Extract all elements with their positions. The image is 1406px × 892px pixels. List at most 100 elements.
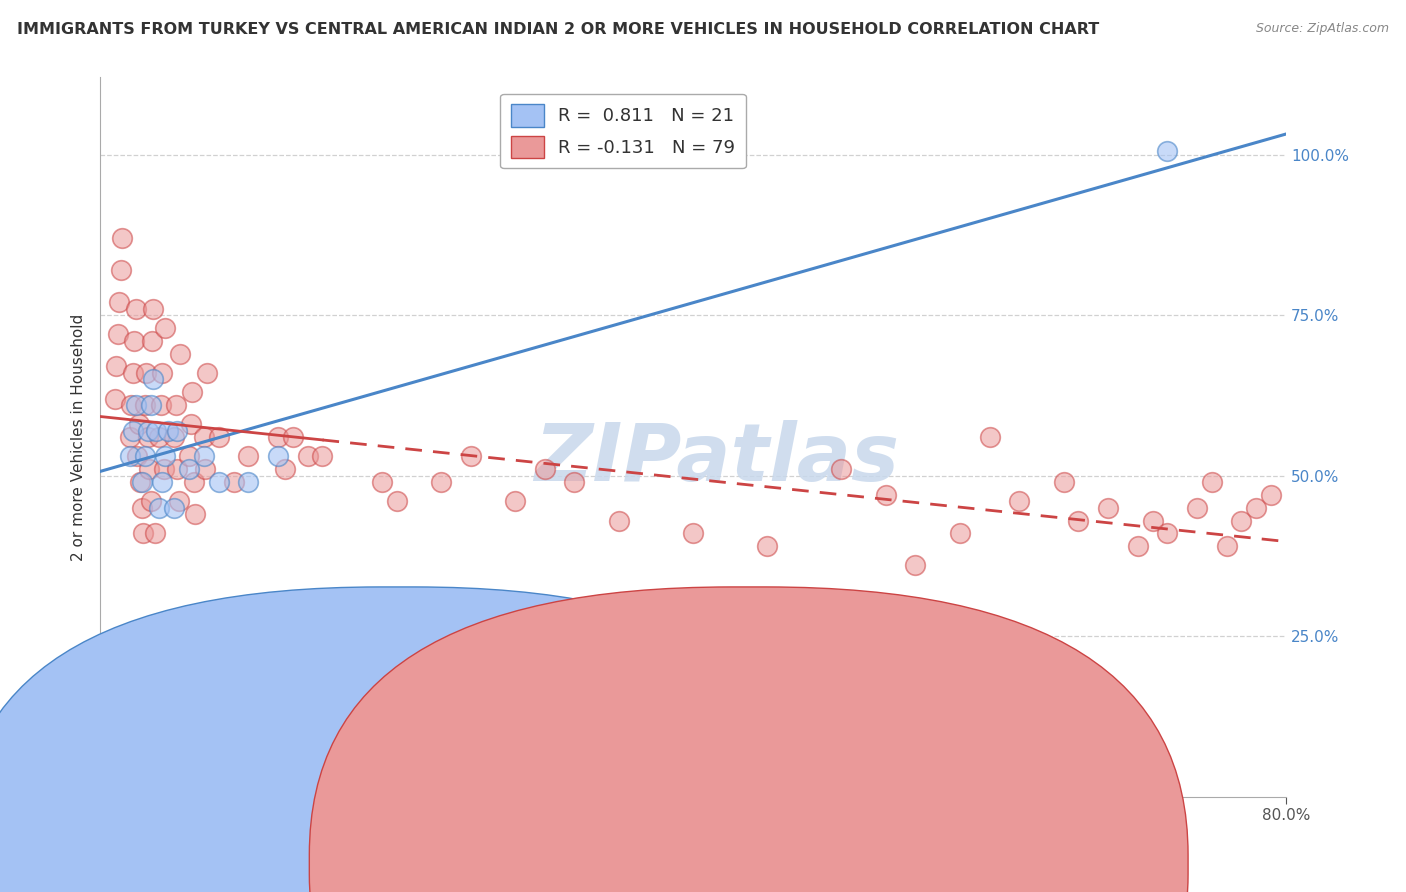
Point [139, 398, 162, 412]
Point [165, 398, 187, 412]
Point [122, 334, 145, 348]
Point [136, 424, 159, 438]
Point [267, 450, 290, 464]
Point [107, 327, 129, 342]
Point [135, 366, 157, 380]
Point [155, 321, 177, 335]
Point [118, 430, 141, 444]
Text: ZIPatlas: ZIPatlas [534, 419, 900, 498]
Point [460, 450, 482, 464]
Point [297, 450, 319, 464]
Point [150, 366, 173, 380]
Text: Central American Indians: Central American Indians [780, 858, 974, 872]
Point [1215, 539, 1237, 553]
Point [120, 398, 142, 412]
Point [830, 462, 852, 476]
Point [682, 526, 704, 541]
Point [756, 539, 779, 553]
Point [121, 424, 143, 438]
Point [129, 475, 152, 489]
Point [169, 346, 191, 360]
Point [1185, 500, 1208, 515]
Point [533, 462, 555, 476]
Point [110, 263, 132, 277]
Point [1260, 488, 1282, 502]
Point [267, 430, 290, 444]
Point [1156, 526, 1178, 541]
Point [385, 494, 408, 508]
Point [183, 475, 205, 489]
Point [1246, 500, 1268, 515]
Point [108, 295, 131, 310]
Point [177, 450, 200, 464]
Point [194, 462, 217, 476]
Point [125, 301, 148, 316]
Point [163, 430, 186, 444]
Point [118, 450, 141, 464]
Point [875, 488, 897, 502]
Point [157, 424, 180, 438]
Point [1067, 514, 1090, 528]
Point [1142, 514, 1164, 528]
Point [1230, 514, 1253, 528]
Point [153, 462, 176, 476]
Point [1126, 539, 1149, 553]
Point [125, 398, 148, 412]
Point [131, 500, 153, 515]
Point [148, 500, 170, 515]
Text: Source: ZipAtlas.com: Source: ZipAtlas.com [1256, 22, 1389, 36]
Point [238, 475, 260, 489]
Y-axis label: 2 or more Vehicles in Household: 2 or more Vehicles in Household [72, 313, 86, 561]
Point [142, 372, 165, 386]
Point [1201, 475, 1223, 489]
Point [143, 526, 166, 541]
Point [127, 450, 149, 464]
Point [166, 462, 188, 476]
Point [193, 430, 215, 444]
Point [340, 623, 363, 637]
Point [142, 301, 165, 316]
Point [134, 398, 156, 412]
Point [148, 430, 170, 444]
Point [311, 450, 333, 464]
Point [132, 526, 155, 541]
Point [949, 526, 972, 541]
Point [104, 392, 127, 406]
Point [149, 398, 172, 412]
Point [131, 475, 153, 489]
Point [138, 462, 160, 476]
Point [1156, 145, 1178, 159]
Point [111, 231, 134, 245]
Point [371, 475, 394, 489]
Point [136, 430, 159, 444]
Point [430, 475, 453, 489]
Point [904, 558, 927, 573]
Text: Immigrants from Turkey: Immigrants from Turkey [429, 858, 612, 872]
Point [1097, 500, 1119, 515]
Point [181, 385, 204, 400]
Point [222, 475, 245, 489]
Point [1052, 475, 1074, 489]
Point [128, 417, 150, 432]
Point [208, 475, 231, 489]
Point [155, 450, 177, 464]
Point [167, 494, 190, 508]
Point [607, 514, 630, 528]
Point [134, 450, 156, 464]
Point [121, 366, 143, 380]
Point [139, 494, 162, 508]
Point [180, 417, 202, 432]
Point [150, 475, 173, 489]
Text: IMMIGRANTS FROM TURKEY VS CENTRAL AMERICAN INDIAN 2 OR MORE VEHICLES IN HOUSEHOL: IMMIGRANTS FROM TURKEY VS CENTRAL AMERIC… [17, 22, 1099, 37]
Point [163, 500, 186, 515]
Point [1008, 494, 1031, 508]
Point [177, 462, 200, 476]
Point [281, 430, 304, 444]
Point [564, 475, 586, 489]
Point [238, 450, 260, 464]
Point [208, 430, 231, 444]
Point [193, 450, 215, 464]
Point [503, 494, 526, 508]
Point [979, 430, 1001, 444]
Point [141, 334, 163, 348]
